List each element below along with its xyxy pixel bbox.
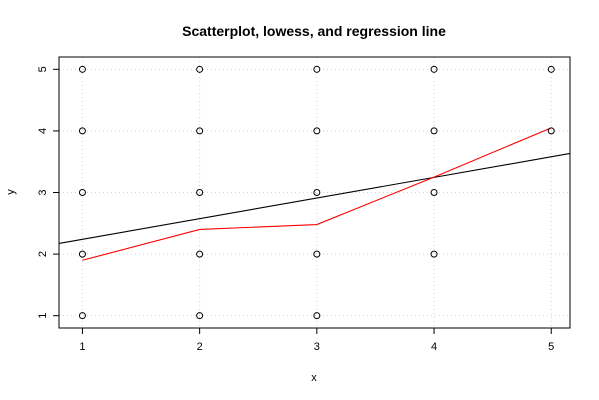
y-tick-label: 4	[37, 128, 49, 134]
data-point	[313, 127, 321, 135]
lowess-line	[82, 127, 552, 261]
x-tick-label: 1	[79, 341, 85, 353]
x-tick-label: 2	[197, 341, 203, 353]
plot-frame	[58, 56, 571, 329]
y-tick-label: 1	[37, 313, 49, 319]
data-point	[78, 127, 86, 135]
data-point	[313, 312, 321, 320]
y-tick-label: 3	[37, 189, 49, 195]
data-point	[313, 250, 321, 258]
data-point	[430, 65, 438, 73]
data-point	[547, 65, 555, 73]
data-point	[196, 312, 204, 320]
y-axis-label: y	[5, 189, 17, 195]
y-tick-label: 5	[37, 66, 49, 72]
data-point	[547, 127, 555, 135]
data-point	[196, 127, 204, 135]
x-axis: 1 2 3 4 5	[79, 328, 554, 353]
x-axis-label: x	[311, 372, 317, 384]
data-point	[430, 189, 438, 196]
data-point	[78, 65, 86, 73]
data-point	[196, 65, 204, 73]
chart-title: Scatterplot, lowess, and regression line	[182, 23, 446, 39]
x-tick-label: 3	[314, 341, 320, 353]
data-point	[430, 250, 438, 258]
data-points	[78, 65, 555, 320]
data-point	[196, 250, 204, 258]
data-point	[430, 127, 438, 135]
data-point	[196, 189, 204, 196]
grid	[59, 57, 570, 328]
data-point	[78, 250, 86, 258]
y-axis: 1 2 3 4 5	[37, 66, 59, 319]
data-point	[313, 189, 321, 196]
data-point	[78, 312, 86, 320]
x-tick-label: 4	[431, 341, 437, 353]
regression-line	[58, 152, 571, 244]
x-tick-label: 5	[548, 341, 554, 353]
y-tick-label: 2	[37, 251, 49, 257]
data-point	[313, 65, 321, 73]
data-point	[78, 189, 86, 196]
